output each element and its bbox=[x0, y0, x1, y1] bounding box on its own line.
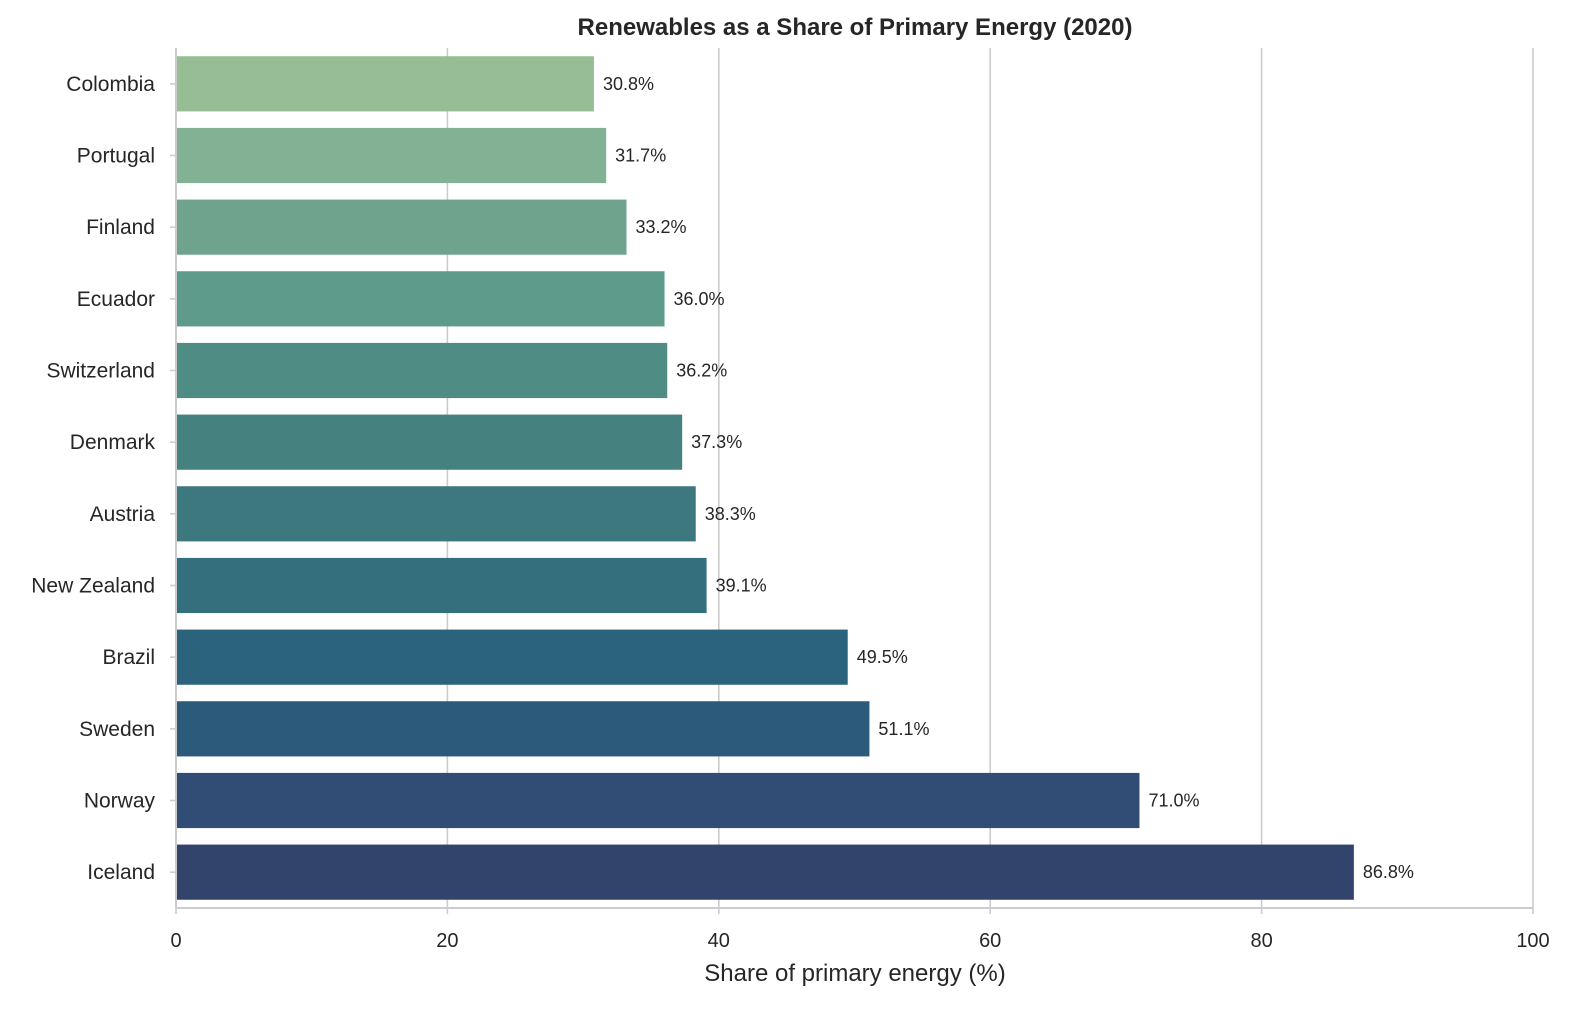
y-axis-tick-labels: Colombia Portugal Finland Ecuador Switzerlan… bbox=[31, 73, 176, 884]
x-tick-label: 40 bbox=[708, 930, 730, 952]
y-tick-label: Austria bbox=[90, 503, 156, 526]
y-tick-label: Ecuador bbox=[77, 288, 155, 311]
data-label: 36.2% bbox=[676, 361, 727, 381]
data-label: 39.1% bbox=[716, 576, 767, 596]
y-tick-label: Denmark bbox=[70, 431, 156, 454]
chart-title: Renewables as a Share of Primary Energy … bbox=[578, 14, 1133, 41]
y-tick-label: Switzerland bbox=[46, 360, 155, 383]
x-axis-label: Share of primary energy (%) bbox=[704, 960, 1005, 987]
bar bbox=[176, 342, 668, 399]
y-tick-label: Norway bbox=[84, 790, 156, 813]
bar bbox=[176, 486, 696, 542]
y-tick-label: Finland bbox=[86, 216, 155, 239]
bar bbox=[176, 199, 627, 255]
bar bbox=[176, 127, 607, 184]
y-tick-label: Brazil bbox=[102, 646, 155, 669]
x-tick-label: 80 bbox=[1250, 930, 1272, 952]
bar bbox=[176, 701, 870, 757]
data-label: 36.0% bbox=[674, 289, 725, 309]
bar bbox=[176, 557, 707, 614]
x-axis-tick-labels: 0 20 40 60 80 100 bbox=[170, 908, 1550, 952]
x-tick-label: 60 bbox=[979, 930, 1001, 952]
bar bbox=[176, 844, 1354, 900]
data-label: 31.7% bbox=[615, 146, 666, 166]
y-tick-label: New Zealand bbox=[31, 575, 155, 598]
bar bbox=[176, 414, 683, 470]
data-label: 30.8% bbox=[603, 74, 654, 94]
x-tick-label: 0 bbox=[170, 930, 181, 952]
x-tick-label: 100 bbox=[1516, 930, 1549, 952]
y-tick-label: Iceland bbox=[87, 861, 155, 884]
bar bbox=[176, 271, 665, 327]
data-label: 38.3% bbox=[705, 504, 756, 524]
data-label: 86.8% bbox=[1363, 862, 1414, 882]
bar bbox=[176, 629, 848, 685]
axes bbox=[175, 48, 1533, 909]
bars bbox=[176, 56, 1354, 900]
x-tick-label: 20 bbox=[436, 930, 458, 952]
data-label: 33.2% bbox=[636, 217, 687, 237]
bar bbox=[176, 772, 1140, 829]
data-label: 49.5% bbox=[857, 647, 908, 667]
data-label: 51.1% bbox=[878, 719, 929, 739]
y-tick-label: Portugal bbox=[77, 145, 155, 168]
y-tick-label: Sweden bbox=[79, 718, 155, 741]
data-label: 37.3% bbox=[691, 432, 742, 452]
grid-lines bbox=[446, 48, 1534, 908]
bar bbox=[176, 56, 594, 112]
data-labels: 30.8% 31.7% 33.2% 36.0% 36.2% 37.3% 38.3% 39.1%… bbox=[603, 74, 1414, 882]
data-label: 71.0% bbox=[1148, 791, 1199, 811]
y-tick-label: Colombia bbox=[66, 73, 155, 96]
